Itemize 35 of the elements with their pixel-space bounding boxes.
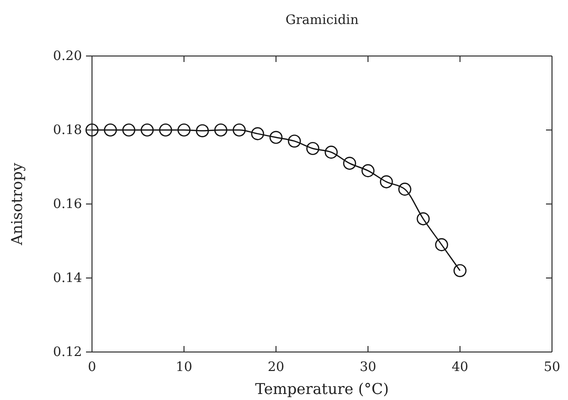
point <box>343 156 356 170</box>
x-tick-label: 10 <box>176 360 192 376</box>
point <box>104 123 117 137</box>
point <box>324 146 338 159</box>
point <box>232 123 246 137</box>
point <box>140 123 154 137</box>
point <box>159 123 172 137</box>
x-tick-label: 40 <box>452 360 468 376</box>
point <box>380 175 393 188</box>
point <box>361 164 375 178</box>
point <box>196 124 209 138</box>
point <box>288 134 301 148</box>
y-axis-title: Anisotropy <box>8 162 26 246</box>
y-tick-label: 0.14 <box>53 271 82 286</box>
point <box>435 238 448 252</box>
point <box>453 264 467 278</box>
point <box>214 123 228 137</box>
point <box>398 182 412 196</box>
y-tick-label: 0.18 <box>53 123 82 138</box>
point <box>416 212 430 226</box>
x-tick-label: 30 <box>360 360 376 376</box>
x-tick-label: 0 <box>88 360 96 376</box>
y-tick-label: 0.16 <box>53 197 82 212</box>
x-tick-label: 50 <box>544 360 560 376</box>
point <box>177 123 191 137</box>
x-tick-label: 20 <box>268 360 284 376</box>
point <box>122 123 136 137</box>
point <box>85 123 99 137</box>
point <box>251 127 264 140</box>
y-tick-label: 0.12 <box>53 345 82 360</box>
x-axis-title: Temperature (°C) <box>255 380 389 398</box>
point <box>269 130 283 144</box>
chart-title: Gramicidin <box>285 13 360 28</box>
point <box>306 142 320 156</box>
y-tick-label: 0.20 <box>53 49 82 64</box>
